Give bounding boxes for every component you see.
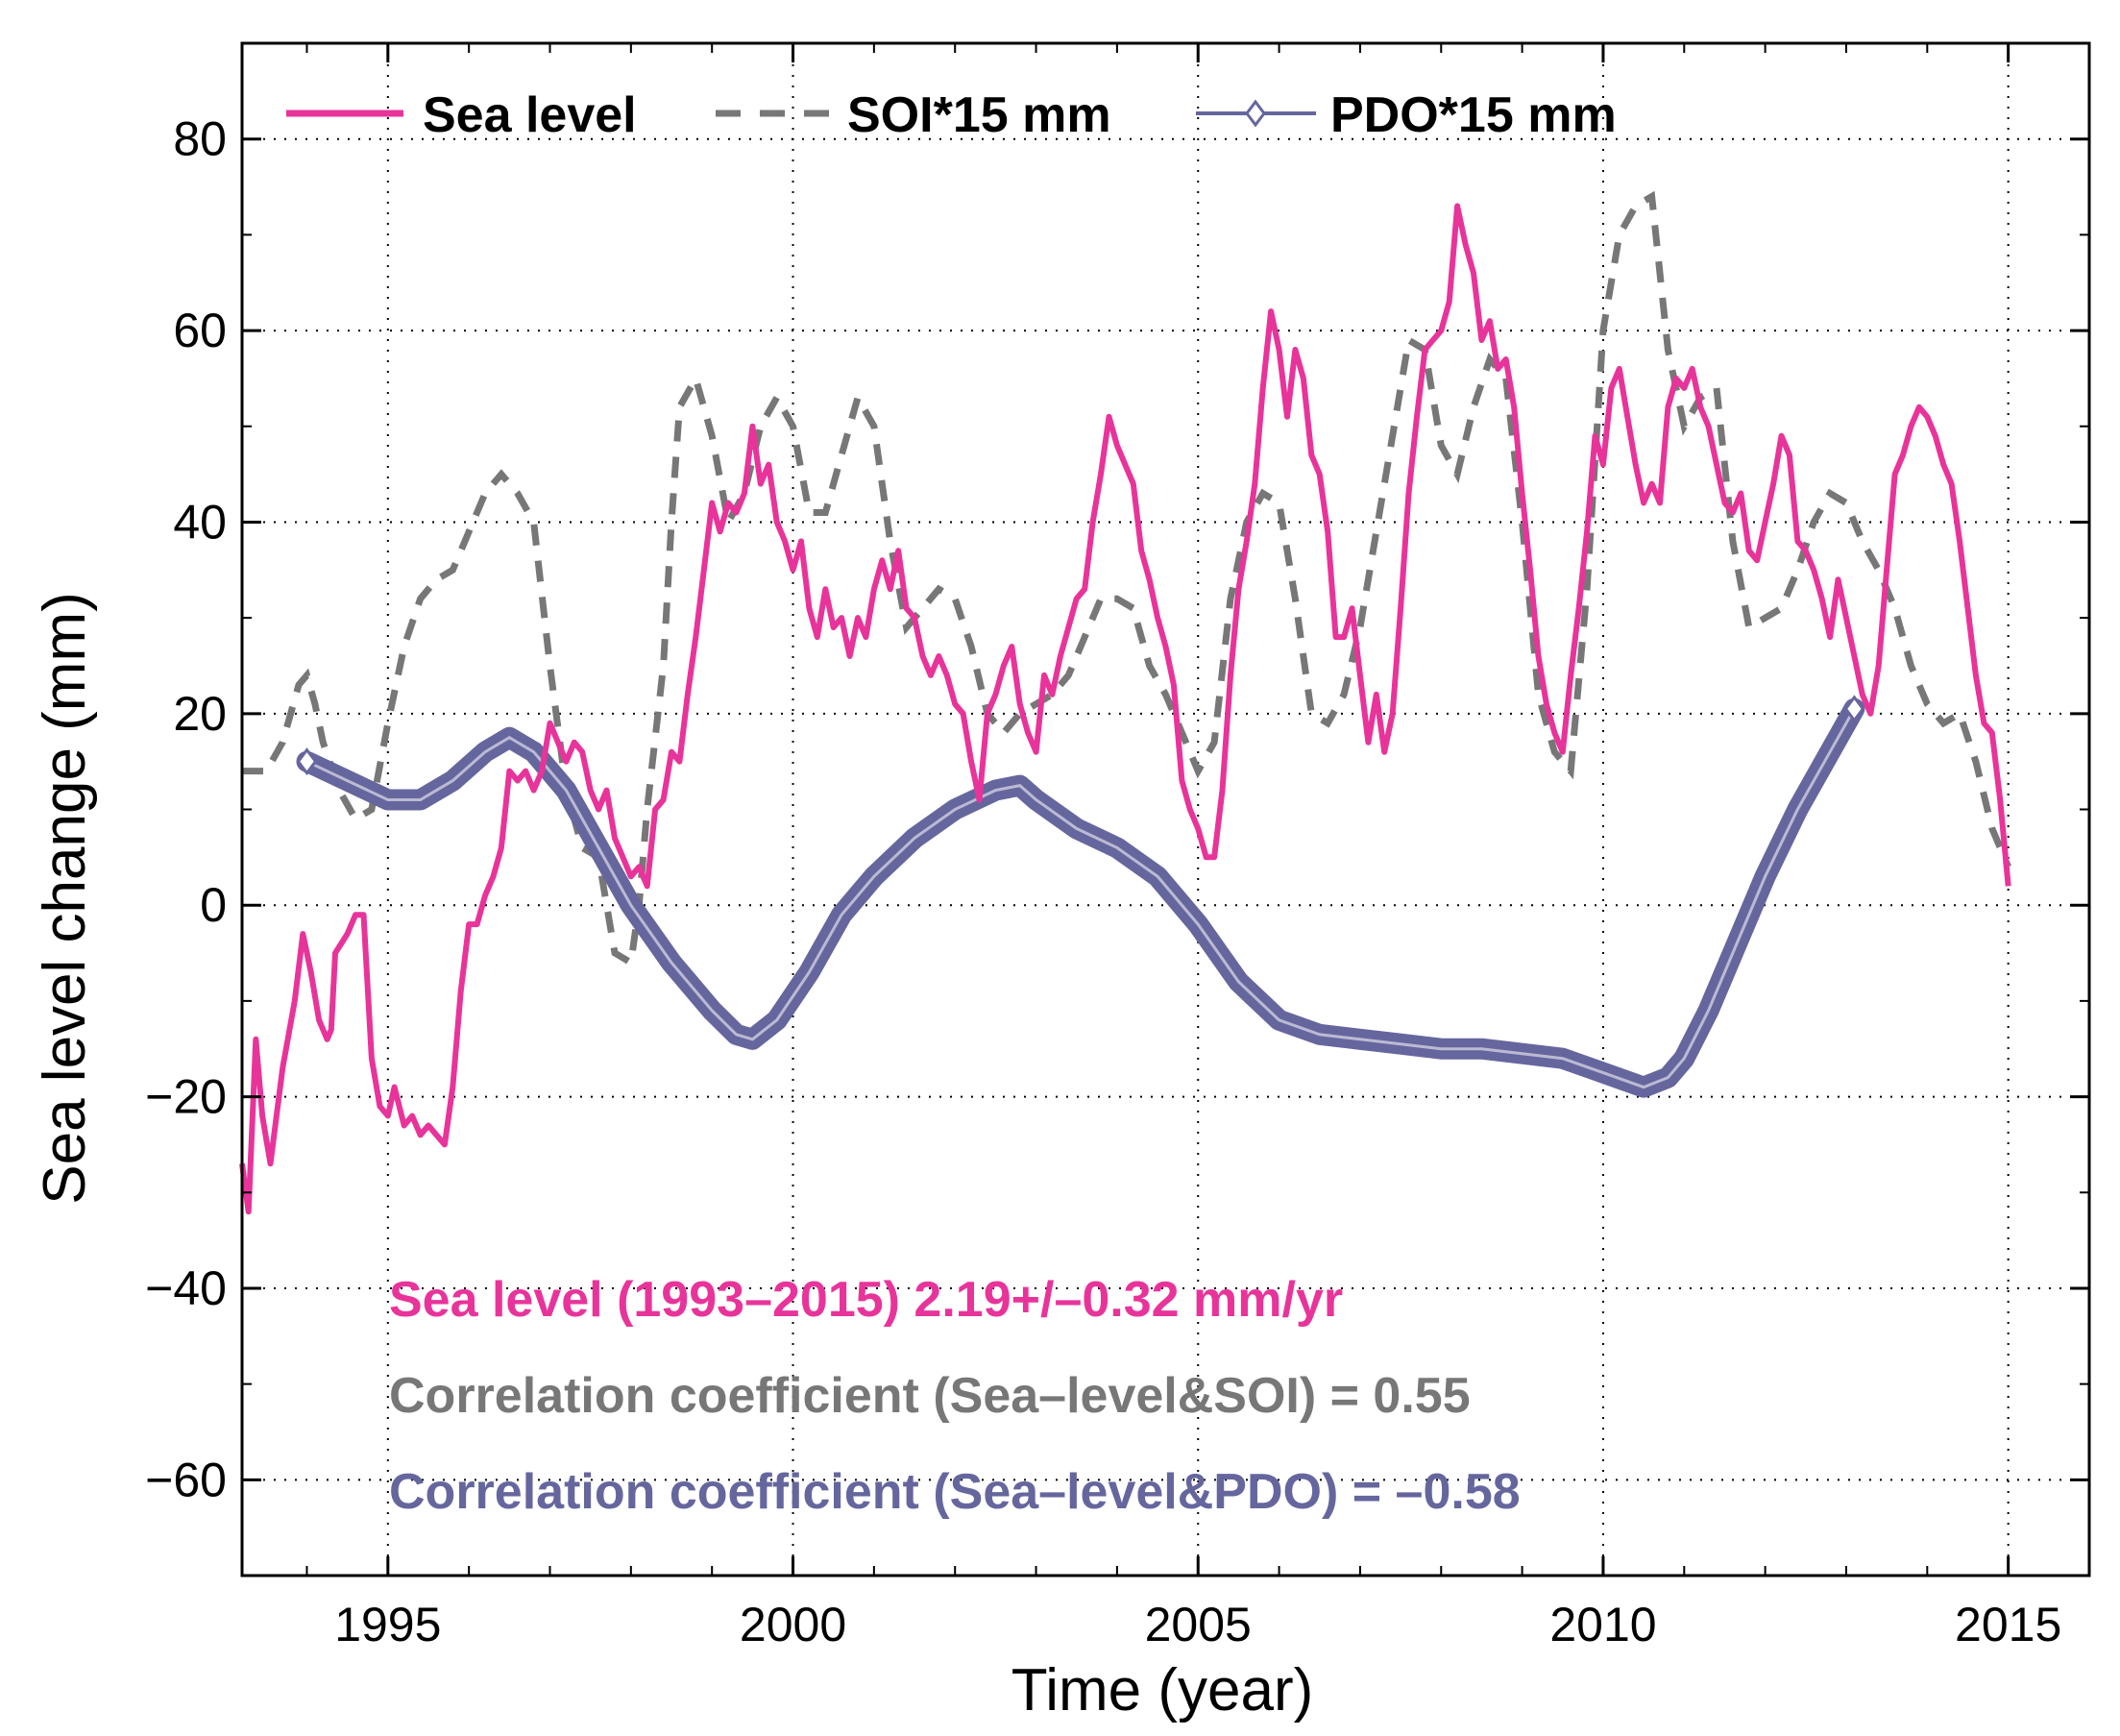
annotation-soi-correlation: Correlation coefficient (Sea–level&SOI) … xyxy=(389,1368,1471,1424)
pdo-marker xyxy=(1843,695,1865,723)
legend-marker-pdo xyxy=(1245,99,1266,128)
y-tick-label: −40 xyxy=(145,1261,227,1315)
x-tick-label: 2010 xyxy=(1549,1598,1656,1651)
x-tick-label: 2015 xyxy=(1955,1598,2061,1651)
series-line-pdo-highlight xyxy=(305,708,1856,1089)
y-tick-label: 0 xyxy=(200,878,227,932)
y-tick-label: −60 xyxy=(145,1453,227,1506)
series-line-pdo xyxy=(296,697,1865,1098)
legend-label-pdo: PDO*15 mm xyxy=(1330,87,1617,143)
axis-ticks: −60 −40 −20 0 20 40 60 80 1995 2000 2005 2010 2015 xyxy=(145,42,2090,1651)
y-tick-label: 40 xyxy=(173,495,227,549)
series-line-sea-level xyxy=(239,203,2011,1215)
pdo-marker xyxy=(296,747,318,776)
annotation-pdo-correlation: Correlation coefficient (Sea–level&PDO) … xyxy=(389,1464,1521,1520)
grid xyxy=(242,43,2089,1576)
plot-frame xyxy=(240,41,2091,1577)
x-tick-label: 1995 xyxy=(334,1598,441,1651)
series-layer xyxy=(239,190,2011,1215)
y-axis-title: Sea level change (mm) xyxy=(32,592,98,1205)
y-tick-label: 20 xyxy=(173,687,227,741)
x-axis-title: Time (year) xyxy=(1011,1657,1314,1724)
legend-label-sea-level: Sea level xyxy=(423,87,637,143)
y-tick-label: −20 xyxy=(145,1070,227,1124)
annotation-sea-level-trend: Sea level (1993–2015) 2.19+/–0.32 mm/yr xyxy=(389,1272,1343,1328)
y-tick-label: 60 xyxy=(173,304,227,357)
legend-label-soi: SOI*15 mm xyxy=(847,87,1111,143)
x-tick-label: 2000 xyxy=(740,1598,846,1651)
x-tick-label: 2005 xyxy=(1145,1598,1252,1651)
y-tick-label: 80 xyxy=(173,112,227,166)
legend: Sea level SOI*15 mm PDO*15 mm xyxy=(286,87,1617,143)
